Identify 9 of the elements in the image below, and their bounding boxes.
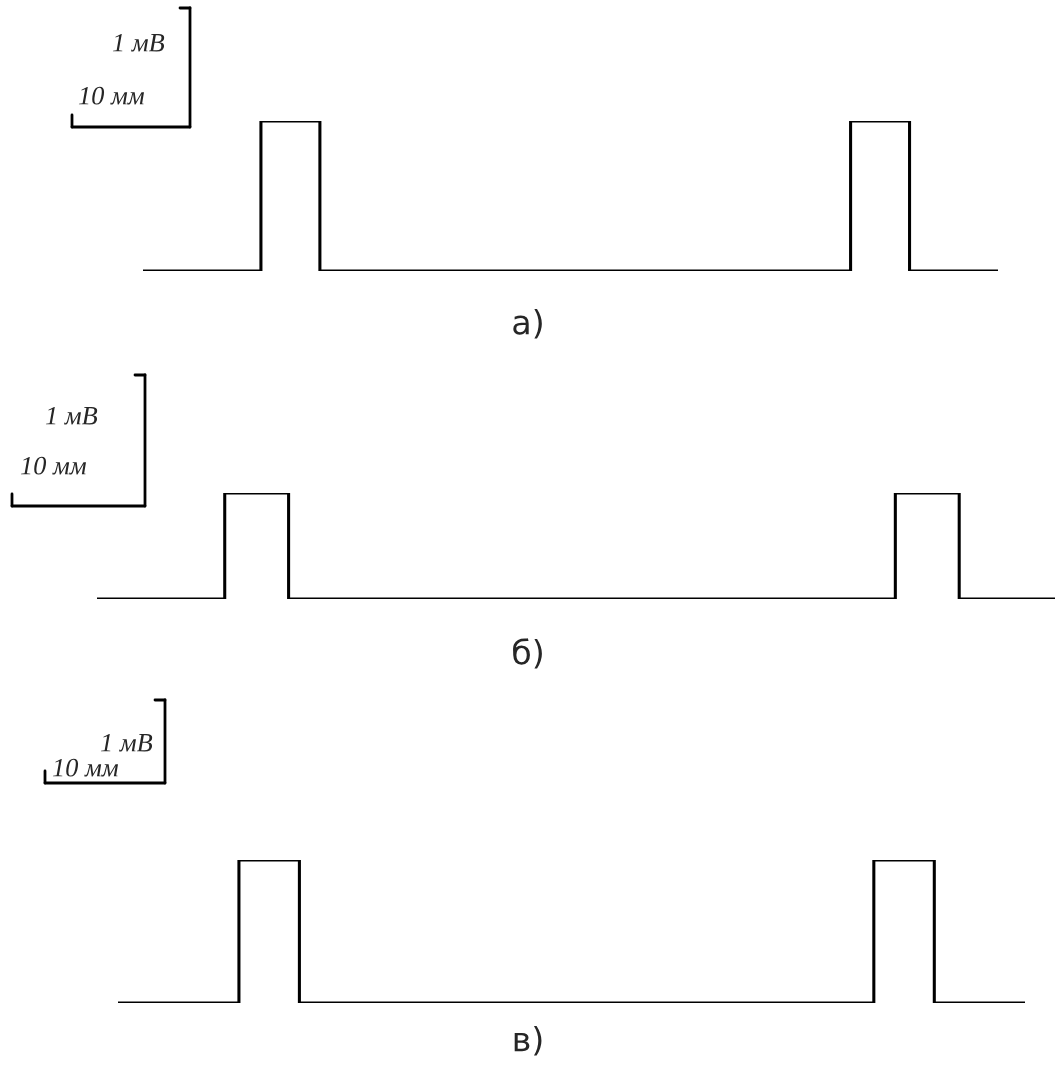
text: 1 мВ <box>112 33 165 52</box>
text: 10 мм <box>20 456 86 475</box>
x-axis-title: а) <box>513 308 542 339</box>
text: 10 мм <box>52 758 118 777</box>
x-axis-title: б) <box>513 638 542 669</box>
text: 10 мм <box>78 86 144 105</box>
text: 1 мВ <box>100 733 153 752</box>
text: 1 мВ <box>45 406 98 425</box>
x-axis-title: в) <box>514 1025 542 1056</box>
